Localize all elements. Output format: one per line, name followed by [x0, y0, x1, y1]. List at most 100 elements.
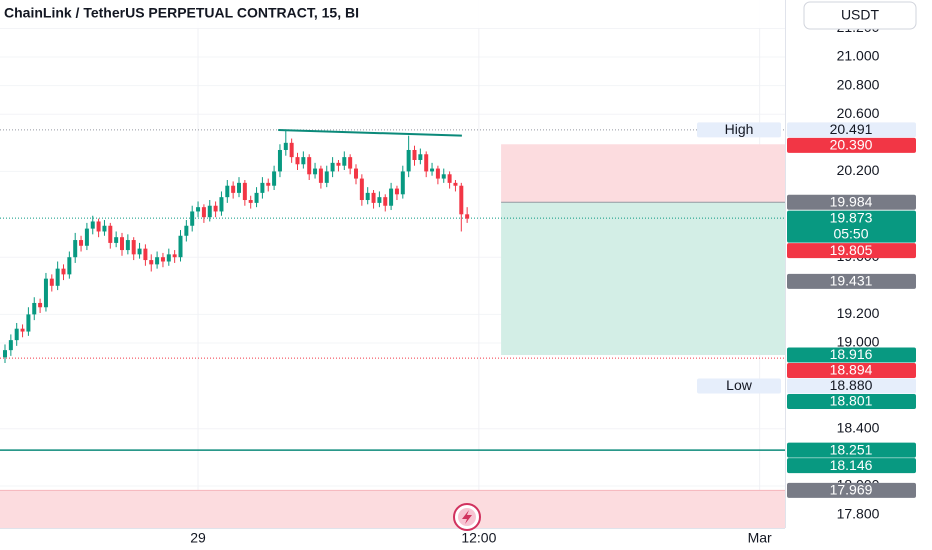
- price-badge-label: 19.984: [830, 194, 873, 210]
- price-badge-label: 18.916: [830, 346, 873, 362]
- candle-body: [55, 268, 60, 286]
- price-badge: [787, 210, 916, 243]
- candle-body: [79, 240, 84, 246]
- candle-body: [149, 260, 154, 265]
- chart-title: ChainLink / TetherUS PERPETUAL CONTRACT,…: [4, 5, 359, 21]
- candles-layer: [3, 129, 470, 364]
- candle-body: [108, 225, 113, 243]
- price-badge: [787, 458, 916, 474]
- candle-body: [237, 182, 242, 193]
- y-tick-label: 20.600: [837, 105, 880, 121]
- currency-label[interactable]: USDT: [841, 7, 880, 23]
- candle-body: [318, 168, 323, 183]
- candle-body: [453, 182, 458, 186]
- price-badge-label: 19.431: [830, 273, 873, 289]
- candle-body: [143, 248, 148, 261]
- candle-body: [160, 257, 165, 262]
- countdown-label: 05:50: [833, 225, 868, 241]
- candle-body: [49, 278, 54, 286]
- candle-body: [365, 192, 370, 201]
- candle-body: [14, 328, 19, 341]
- candle-body: [231, 185, 236, 193]
- candle-body: [295, 157, 300, 165]
- candle-body: [8, 340, 13, 351]
- price-badge-label: 20.491: [830, 121, 873, 137]
- price-badge: [787, 273, 916, 289]
- title-background: [0, 0, 782, 28]
- candle-body: [324, 171, 329, 183]
- candle-body: [459, 185, 464, 215]
- currency-button[interactable]: [803, 1, 917, 30]
- background-layer: [0, 0, 785, 528]
- candle-body: [184, 225, 189, 236]
- candle-body: [354, 168, 359, 179]
- candle-body: [359, 178, 364, 201]
- candle-body: [114, 237, 119, 243]
- x-tick-label: 12:00: [461, 530, 496, 546]
- price-badge: [787, 122, 916, 138]
- price-badge-label: 18.146: [830, 457, 873, 473]
- candle-body: [412, 149, 417, 160]
- price-badge: [787, 378, 916, 394]
- candle-body: [131, 240, 136, 255]
- price-badge: [787, 482, 916, 498]
- y-tick-label: 20.200: [837, 162, 880, 178]
- candle-body: [207, 205, 212, 218]
- candle-body: [342, 157, 347, 166]
- price-badge-label: 17.969: [830, 482, 873, 498]
- candle-body: [102, 225, 107, 232]
- candle-body: [394, 188, 399, 195]
- candle-body: [172, 254, 177, 258]
- trendline: [278, 128, 462, 137]
- price-badge: [787, 347, 916, 363]
- price-badge-label: 19.873: [830, 209, 873, 225]
- y-tick-label: 21.000: [837, 48, 880, 64]
- candle-body: [266, 182, 271, 186]
- candle-body: [406, 149, 411, 172]
- y-tick-label: 18.400: [837, 419, 880, 435]
- candle-body: [196, 207, 201, 212]
- candle-body: [383, 197, 388, 206]
- candle-body: [43, 278, 48, 308]
- candle-body: [84, 228, 89, 246]
- y-tick-label: 20.800: [837, 76, 880, 92]
- candle-body: [377, 197, 382, 203]
- candle-body: [260, 182, 265, 193]
- candle-body: [400, 171, 405, 195]
- candle-body: [277, 149, 282, 172]
- target-zone: [501, 202, 785, 356]
- price-badge-label: 19.805: [830, 242, 873, 258]
- candle-body: [96, 221, 101, 232]
- candle-body: [301, 157, 306, 165]
- candle-body: [435, 168, 440, 179]
- price-badge-label: 20.390: [830, 137, 873, 153]
- candle-body: [389, 188, 394, 206]
- price-badge: [787, 394, 916, 410]
- candle-body: [125, 240, 130, 251]
- candle-body: [219, 197, 224, 212]
- candle-body: [348, 157, 353, 169]
- candle-body: [3, 350, 8, 358]
- candle-body: [336, 162, 341, 166]
- candle-body: [120, 237, 125, 251]
- candle-body: [465, 214, 470, 219]
- candle-body: [371, 192, 376, 203]
- candle-body: [242, 182, 247, 201]
- bottom-zone: [0, 490, 785, 528]
- candle-body: [166, 254, 171, 262]
- candle-body: [418, 154, 423, 160]
- x-tick-label: 29: [190, 530, 206, 546]
- tag-label: Low: [726, 377, 753, 393]
- stop-zone: [501, 144, 785, 203]
- flash-icon[interactable]: [453, 503, 481, 531]
- price-badge-label: 18.801: [830, 393, 873, 409]
- candle-body: [289, 142, 294, 158]
- candle-body: [178, 235, 183, 258]
- candle-body: [190, 211, 195, 226]
- candle-body: [90, 221, 95, 229]
- candle-body: [73, 240, 78, 258]
- y-tick-label: 19.000: [837, 334, 880, 350]
